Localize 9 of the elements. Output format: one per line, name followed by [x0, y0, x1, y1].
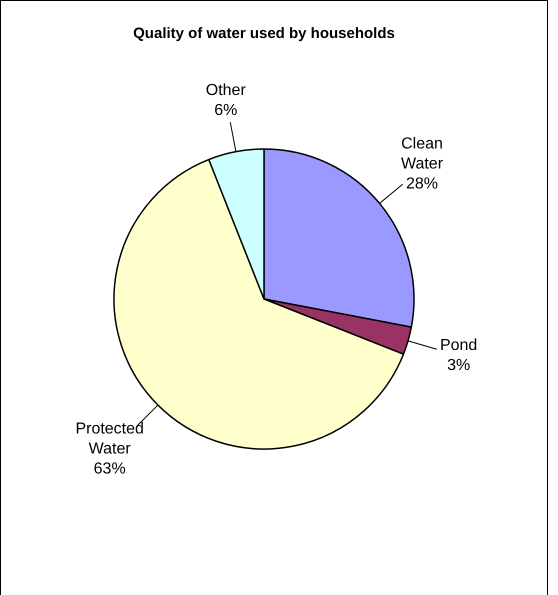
- slice-label: Protected Water: [75, 420, 144, 458]
- data-label: 6%: [214, 102, 238, 119]
- data-label: 63%: [94, 460, 126, 478]
- slice-label: Pond: [440, 336, 478, 354]
- data-label: 28%: [406, 175, 438, 192]
- chart-title: Quality of water used by households: [133, 25, 395, 42]
- slice-label: Other: [206, 82, 246, 99]
- slice-label: Clean Water: [400, 135, 444, 172]
- data-label: 3%: [447, 356, 470, 374]
